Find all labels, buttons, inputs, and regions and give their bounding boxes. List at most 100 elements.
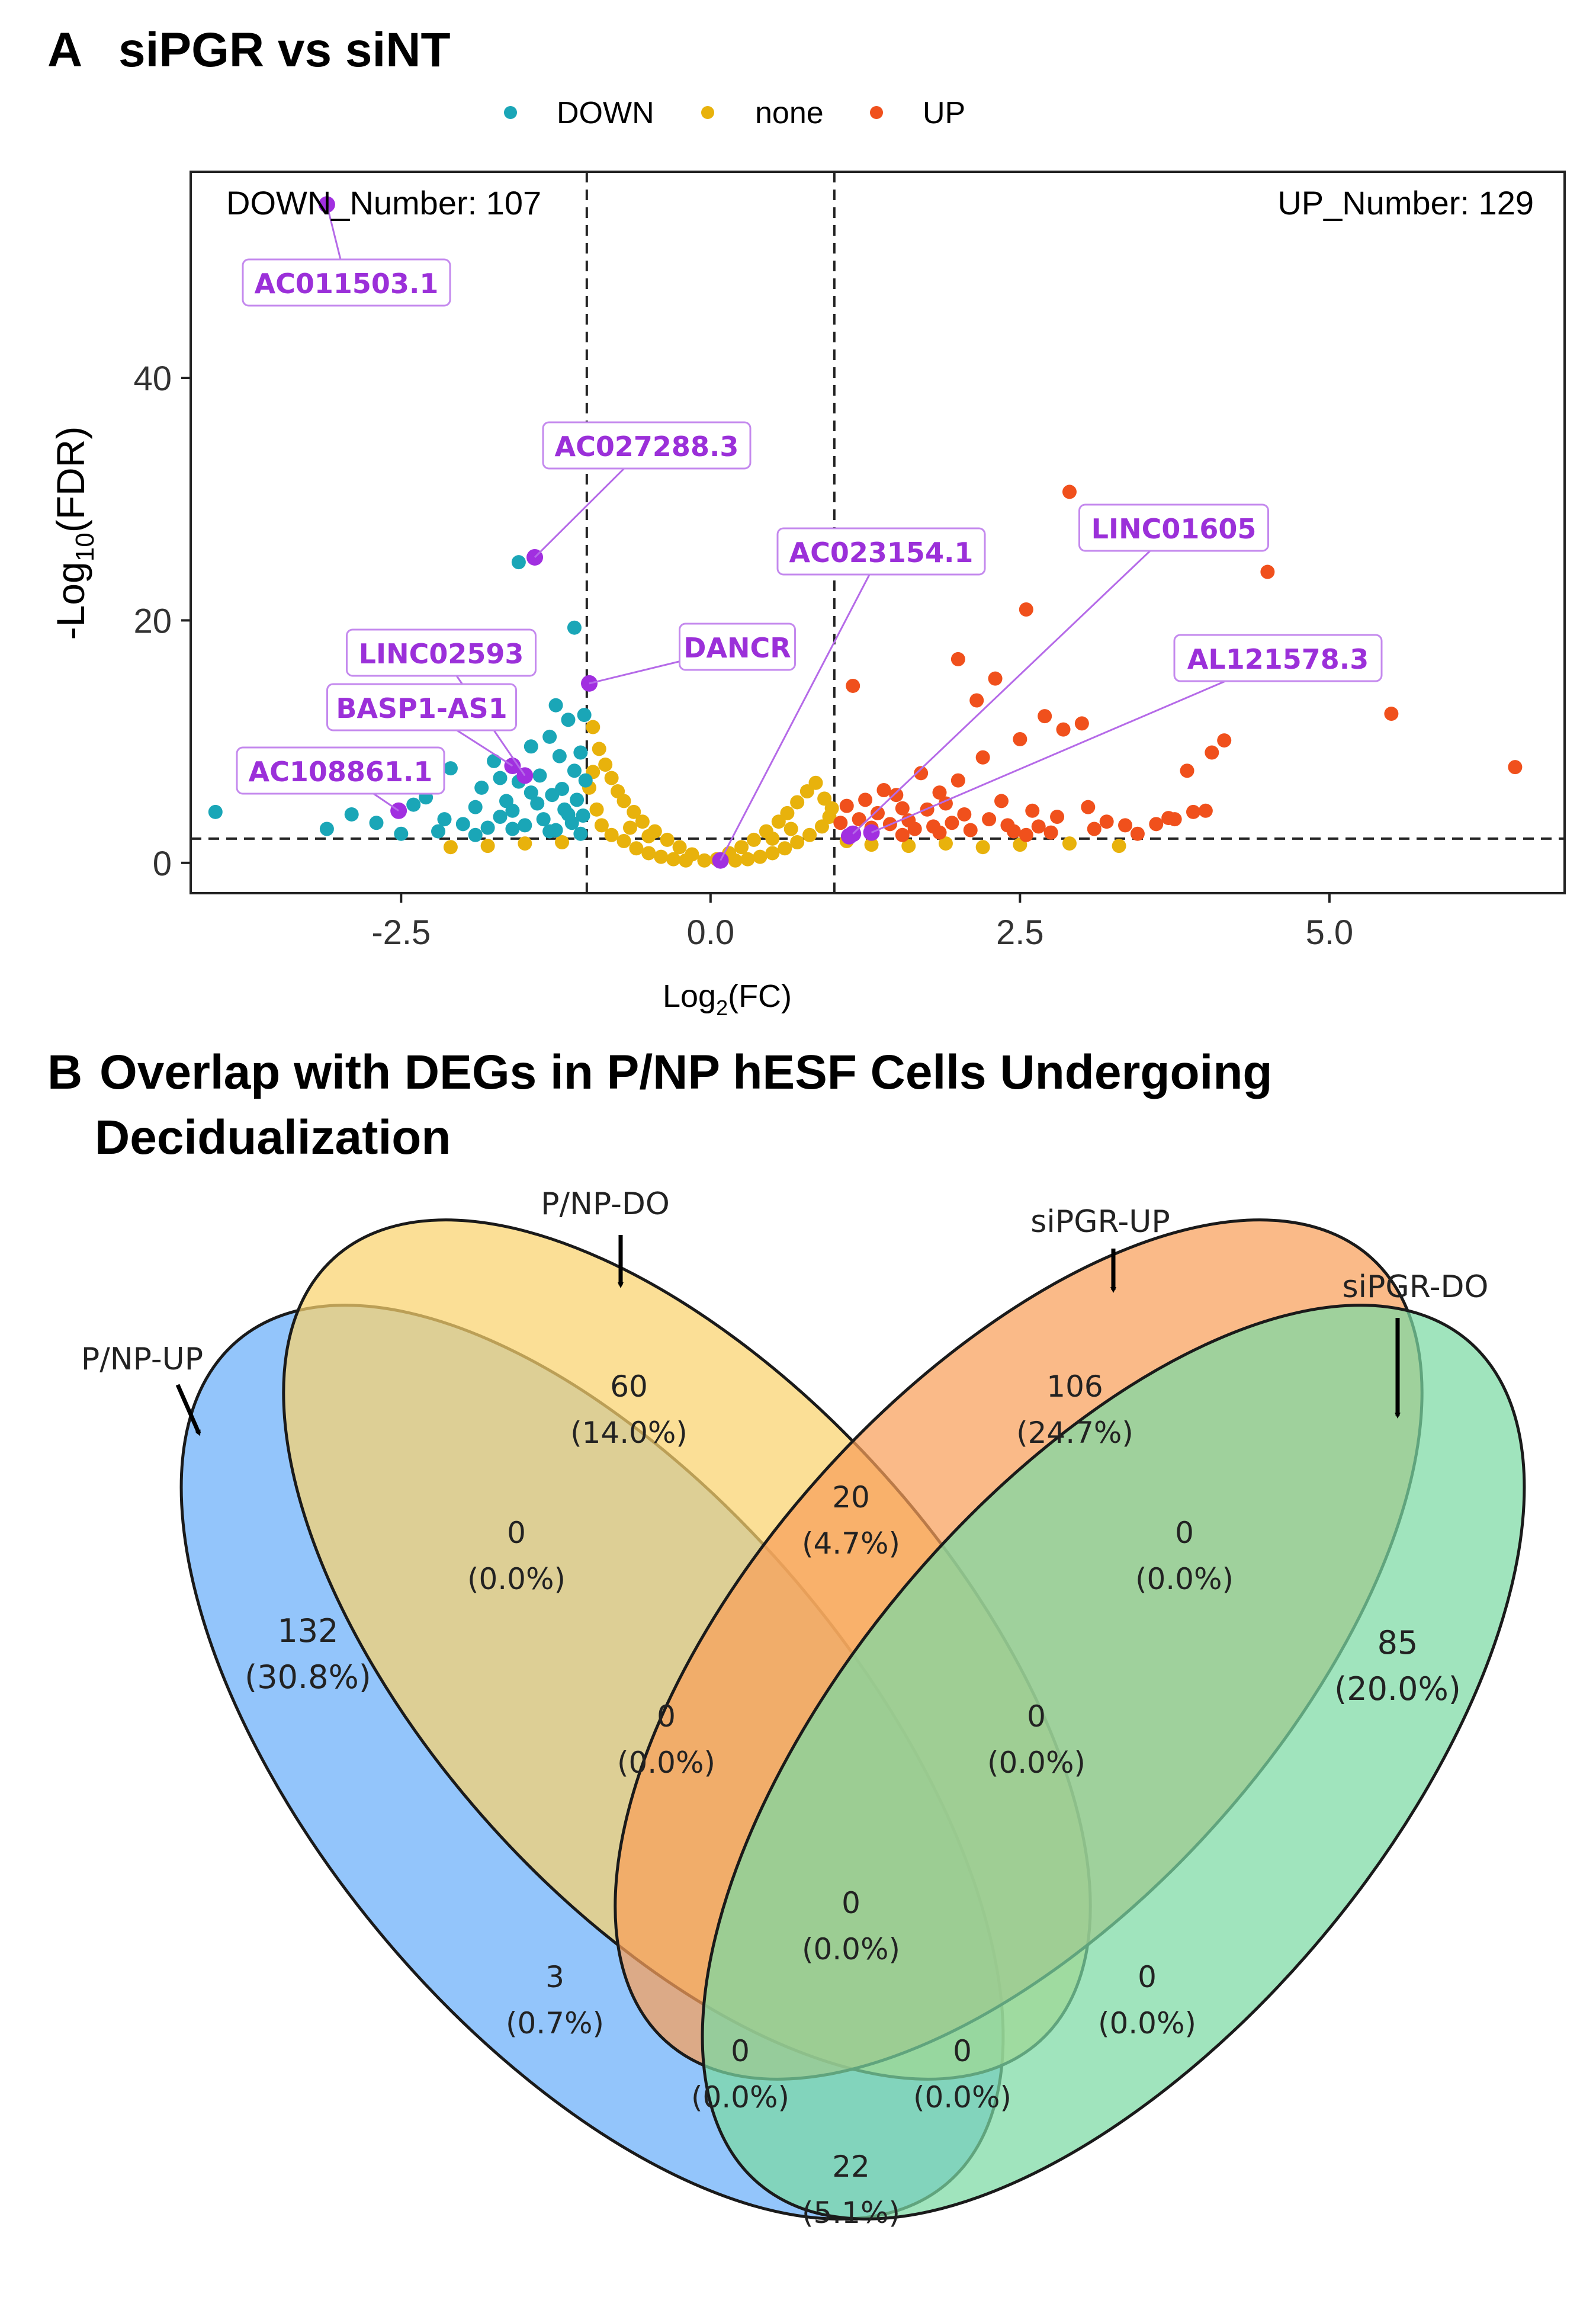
- gene-label-text: AC011503.1: [255, 268, 439, 300]
- x-tick-label: 5.0: [1306, 913, 1354, 952]
- gene-label: AC023154.1: [776, 527, 986, 576]
- point-none: [765, 846, 780, 861]
- gene-label-text: AC108861.1: [249, 756, 433, 788]
- point-down: [344, 807, 359, 822]
- region-count: 0: [1138, 1960, 1157, 1994]
- panel-a: A siPGR vs siNT DOWN none UP AC011503.1A…: [47, 23, 1566, 1020]
- point-down: [561, 713, 576, 727]
- point-none: [814, 819, 829, 834]
- set-label-sipgr-do: siPGR-DO: [1343, 1269, 1489, 1305]
- point-none: [746, 832, 761, 847]
- region-count: 132: [277, 1612, 338, 1650]
- point-down: [524, 785, 538, 800]
- point-up: [975, 750, 990, 765]
- gene-label-box: [236, 746, 445, 795]
- gene-label-text: AC023154.1: [789, 537, 974, 569]
- point-down: [567, 620, 582, 635]
- venn-ellipses: [179, 1218, 1526, 2221]
- region-pct: (0.0%): [1098, 2006, 1196, 2040]
- gene-label: AL121578.3: [1173, 634, 1383, 682]
- region-pct: (0.0%): [467, 1562, 566, 1596]
- point-down: [493, 771, 508, 785]
- point-none: [975, 840, 990, 855]
- point-up: [1180, 763, 1194, 778]
- point-down: [578, 773, 593, 788]
- point-up: [1099, 814, 1114, 829]
- point-up: [852, 812, 866, 827]
- gene-label-box: [679, 623, 796, 671]
- point-down: [548, 698, 563, 713]
- point-none: [594, 818, 609, 833]
- point-down: [577, 708, 592, 723]
- region-pct: (4.7%): [802, 1526, 900, 1561]
- point-up: [858, 792, 873, 807]
- legend-up-swatch: [870, 106, 883, 119]
- gene-label-box: [1078, 503, 1269, 552]
- gene-label: AC011503.1: [242, 258, 451, 307]
- venn-set-labels: P/NP-UP P/NP-DO siPGR-UP siPGR-DO: [81, 1186, 1489, 1436]
- point-up: [988, 671, 1003, 686]
- point-down: [567, 763, 582, 778]
- point-down: [505, 803, 520, 818]
- region-count: 0: [842, 1886, 860, 1920]
- point-none: [598, 758, 613, 772]
- gene-label: LINC01605: [1078, 503, 1269, 552]
- gene-label: LINC02593: [346, 628, 537, 677]
- point-up: [1031, 819, 1046, 834]
- gene-label-box: [542, 421, 752, 470]
- point-none: [802, 827, 817, 842]
- point-none: [641, 829, 656, 843]
- set-label-pnp-up: P/NP-UP: [81, 1342, 203, 1377]
- point-none: [589, 802, 604, 817]
- point-up: [969, 693, 984, 708]
- point-down: [555, 781, 570, 796]
- point-none: [808, 775, 823, 790]
- point-up: [1198, 803, 1213, 818]
- point-none: [616, 794, 631, 808]
- gene-label-box: [326, 683, 517, 731]
- point-down: [573, 826, 588, 841]
- point-up: [1056, 722, 1071, 737]
- point-up: [1038, 709, 1052, 724]
- point-down: [542, 729, 557, 744]
- point-none: [660, 832, 675, 847]
- region-count: 60: [610, 1369, 648, 1404]
- point-down: [406, 797, 421, 812]
- leader-line: [852, 527, 1175, 835]
- point-down: [474, 780, 489, 795]
- point-up: [1087, 822, 1102, 836]
- region-pct: (0.7%): [506, 2006, 604, 2040]
- point-up: [950, 652, 965, 666]
- gene-label-text: LINC02593: [359, 638, 524, 670]
- point-none: [790, 795, 805, 810]
- point-up: [1205, 745, 1219, 760]
- point-none: [824, 801, 839, 816]
- point-up: [1167, 812, 1182, 827]
- region-pct: (0.0%): [617, 1746, 715, 1780]
- leader-line: [871, 657, 1279, 834]
- point-none: [586, 720, 600, 734]
- point-up: [833, 816, 848, 830]
- point-none: [641, 846, 656, 861]
- point-none: [592, 742, 606, 756]
- point-up: [876, 783, 891, 797]
- region-count: 0: [507, 1516, 526, 1550]
- point-none: [1112, 839, 1126, 854]
- point-down: [319, 822, 334, 836]
- venn-set-sipgr-do: [701, 1304, 1526, 2221]
- region-pct: (20.0%): [1334, 1670, 1461, 1708]
- gene-label-text: DANCR: [683, 632, 791, 664]
- volcano-legend: DOWN none UP: [504, 96, 965, 130]
- region-pct: (0.0%): [802, 1932, 900, 1966]
- point-down: [536, 812, 551, 827]
- point-up: [994, 794, 1009, 808]
- point-up: [1013, 732, 1027, 747]
- gene-label: DANCR: [679, 623, 796, 671]
- region-pct: (0.0%): [987, 1746, 1086, 1780]
- point-down: [561, 807, 576, 822]
- point-up: [1006, 824, 1021, 839]
- set-label-pnp-do: P/NP-DO: [541, 1186, 670, 1222]
- point-up: [1043, 825, 1058, 840]
- point-up: [907, 822, 922, 836]
